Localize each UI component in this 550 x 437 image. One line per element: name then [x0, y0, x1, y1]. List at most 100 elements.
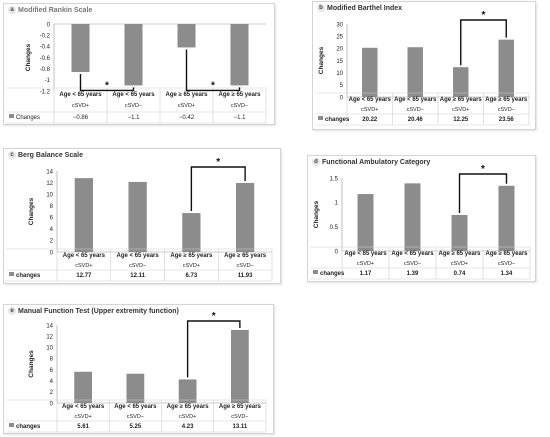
panel-title: c Berg Balance Scale — [8, 151, 83, 159]
x-subcategory-label: cSVD+ — [183, 263, 200, 269]
legend-label: changes — [325, 117, 350, 123]
y-tick-label: 0 — [335, 249, 339, 255]
y-tick-label: 8 — [50, 204, 54, 210]
y-tick-label: 4 — [50, 379, 54, 385]
x-subcategory-label: cSVD+ — [357, 261, 374, 267]
y-tick-label: -1.2 — [40, 89, 51, 95]
x-subcategory-label: cSVD+ — [361, 107, 378, 113]
bar — [407, 47, 423, 97]
y-tick-label: 0 — [50, 250, 54, 256]
panel-letter: a — [8, 6, 16, 14]
x-category-label: Age ≥ 65 years — [485, 97, 528, 103]
x-category-label: Age ≥ 65 years — [439, 251, 482, 257]
y-tick-label: 14 — [46, 169, 53, 175]
data-value-label: 6.73 — [186, 273, 198, 279]
bar — [74, 371, 93, 403]
bar — [453, 67, 469, 97]
data-value-label: 0.74 — [454, 271, 466, 277]
y-tick-label: 10 — [336, 71, 343, 77]
y-tick-label: -0.4 — [40, 45, 51, 51]
chart-panel-mft: e Manual Function Test (Upper extremity f… — [3, 304, 274, 434]
x-subcategory-label: cSVD− — [498, 107, 515, 113]
x-category-label: Age ≥ 65 years — [170, 253, 213, 259]
panel-title: e Manual Function Test (Upper extremity f… — [8, 307, 179, 315]
y-tick-label: 10 — [46, 346, 53, 352]
bar — [230, 24, 249, 86]
y-tick-label: 20 — [336, 47, 343, 53]
x-category-label: Age < 65 years — [394, 97, 437, 103]
bar — [230, 329, 249, 403]
bar — [128, 181, 147, 252]
significance-bracket — [185, 49, 241, 92]
bar — [177, 24, 196, 48]
y-tick-label: 0 — [50, 401, 54, 407]
y-tick-label: 6 — [50, 216, 54, 222]
x-category-label: Age < 65 years — [114, 404, 157, 410]
panel-title: b Modified Barthel Index — [317, 4, 402, 12]
x-category-label: Age < 65 years — [391, 251, 434, 257]
data-value-label: 12.25 — [453, 117, 469, 123]
x-subcategory-label: cSVD+ — [72, 103, 89, 109]
y-tick-label: 12 — [46, 334, 53, 340]
chart-panel-mrs: a Modified Rankin Scale 0 -0.2 -0.4 -0.6 -0.8… — [3, 3, 275, 125]
data-value-label: −0.42 — [179, 115, 195, 121]
significance-star: * — [211, 80, 215, 91]
chart-title: Manual Function Test (Upper extremity fu… — [18, 307, 179, 315]
data-value-label: 1.17 — [360, 271, 372, 277]
legend-label: Changes — [16, 115, 40, 121]
significance-bracket — [79, 74, 135, 92]
legend-swatch — [318, 116, 323, 120]
bar — [124, 24, 143, 86]
chart-svg: 14 12 10 8 6 4 2 0 Changes Age < 65 years cSVD+ 5.6… — [6, 311, 267, 433]
y-tick-label: 1.5 — [330, 176, 339, 182]
panel-letter: c — [8, 151, 16, 159]
data-value-label: 11.93 — [238, 273, 253, 279]
x-category-label: Age < 65 years — [62, 404, 105, 410]
significance-bracket — [186, 320, 241, 378]
y-tick-label: 4 — [50, 227, 54, 233]
y-axis-title: Changes — [313, 200, 320, 228]
y-axis-title: Changes — [28, 197, 35, 225]
significance-bracket — [460, 19, 507, 66]
chart-panel-bbs: c Berg Balance Scale 14 12 10 8 6 4 2 0 Changes Ag… — [3, 148, 281, 284]
bar — [404, 183, 421, 251]
y-tick-label: -0.2 — [40, 33, 51, 39]
y-axis-title: Changes — [25, 43, 32, 71]
x-category-label: Age ≥ 65 years — [219, 404, 262, 410]
x-subcategory-label: cSVD− — [231, 103, 248, 109]
y-tick-label: -0.8 — [40, 67, 51, 73]
data-value-label: 12.77 — [76, 273, 92, 279]
panel-title: d Functional Ambulatory Category — [312, 158, 430, 166]
y-tick-label: 15 — [336, 59, 343, 65]
data-value-label: 5.25 — [130, 424, 142, 430]
legend-label: changes — [16, 273, 41, 279]
x-subcategory-label: cSVD+ — [179, 414, 196, 420]
legend-label: changes — [16, 424, 41, 430]
x-subcategory-label: cSVD− — [407, 107, 424, 113]
data-value-label: 20.46 — [408, 117, 424, 123]
chart-panel-mbi: b Modified Barthel Index 30 25 20 15 10 5 0 Chan… — [312, 1, 536, 130]
y-tick-label: 30 — [336, 22, 343, 28]
x-subcategory-label: cSVD− — [125, 103, 142, 109]
y-tick-label: 5 — [340, 83, 344, 89]
y-tick-label: -0.6 — [40, 56, 51, 62]
y-axis-title: Changes — [28, 350, 35, 378]
legend-label: changes — [320, 271, 345, 277]
chart-title: Functional Ambulatory Category — [322, 158, 431, 166]
bar — [498, 39, 514, 97]
panel-letter: d — [312, 158, 320, 166]
x-subcategory-label: cSVD− — [231, 414, 248, 420]
panel-letter: e — [8, 307, 16, 315]
data-value-label: 1.34 — [501, 271, 513, 277]
bar — [235, 182, 255, 252]
x-subcategory-label: cSVD+ — [178, 103, 195, 109]
x-subcategory-label: cSVD− — [498, 261, 515, 267]
chart-svg: 14 12 10 8 6 4 2 0 Changes Age < 65 years cSVD+ 12.… — [6, 157, 273, 282]
chart-svg: 0 -0.2 -0.4 -0.6 -0.8 -1 -1.2 Changes Age < 65 y… — [6, 22, 267, 124]
chart-title: Modified Rankin Scale — [18, 6, 93, 14]
x-category-label: Age ≥ 65 years — [486, 251, 529, 257]
bar — [74, 178, 94, 252]
y-tick-label: 0.5 — [330, 225, 339, 231]
chart-svg: 30 25 20 15 10 5 0 Changes Age < 65 years cSVD+ 20… — [315, 10, 530, 126]
x-category-label: Age ≥ 65 years — [166, 92, 209, 98]
